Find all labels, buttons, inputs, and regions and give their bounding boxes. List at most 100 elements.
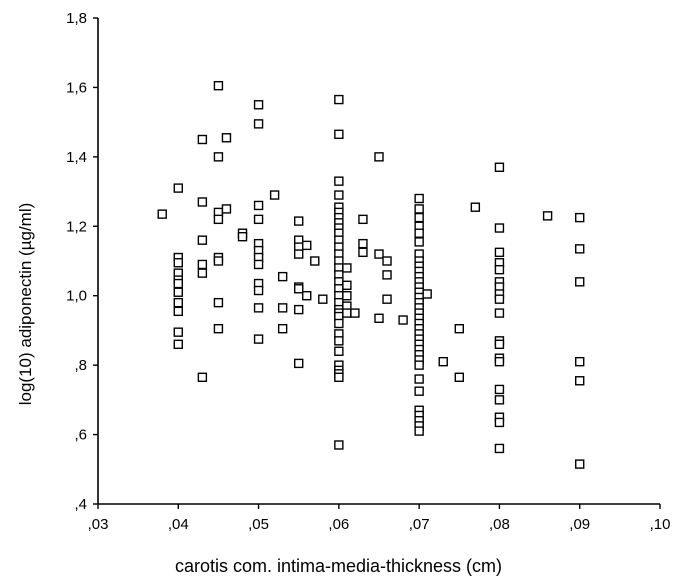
data-point [294, 216, 304, 226]
y-tick-label: ,4 [74, 496, 87, 513]
data-point [334, 94, 344, 105]
data-point [213, 152, 224, 162]
data-point [382, 294, 392, 304]
data-point [253, 285, 264, 296]
data-point [334, 372, 344, 382]
data-point [575, 459, 585, 469]
data-point [197, 372, 208, 382]
data-point [253, 100, 264, 110]
data-point [422, 289, 432, 299]
data-point [438, 356, 448, 367]
data-point [334, 440, 344, 450]
data-point [173, 339, 183, 350]
data-point [358, 247, 368, 258]
data-point [494, 384, 505, 395]
data-point [494, 356, 505, 367]
data-point [302, 291, 312, 301]
data-point [414, 237, 424, 247]
data-point [575, 244, 585, 254]
data-point [414, 374, 424, 384]
x-tick-label: ,09 [569, 516, 590, 533]
data-point [253, 200, 264, 211]
data-point [277, 303, 288, 313]
data-point [454, 372, 464, 382]
x-axis-ticks: ,03 ,04 ,05 ,06 ,07 ,08 ,09 ,10 [88, 504, 671, 533]
data-point [173, 327, 183, 337]
data-point [294, 284, 304, 294]
data-point [494, 247, 505, 258]
data-point [197, 134, 208, 145]
data-point [454, 323, 464, 334]
data-point [374, 249, 384, 259]
data-point [358, 238, 368, 249]
y-tick-label: 1,6 [66, 79, 87, 96]
data-point [350, 308, 360, 318]
data-point [414, 193, 424, 204]
data-point [334, 346, 344, 356]
data-point [342, 263, 352, 273]
data-point [173, 183, 183, 193]
data-point [213, 256, 224, 266]
data-point [382, 270, 392, 280]
data-point [414, 360, 424, 370]
data-point [334, 318, 344, 329]
data-point [414, 426, 424, 436]
data-point [358, 214, 368, 225]
data-point [542, 211, 553, 221]
x-tick-label: ,06 [328, 516, 349, 533]
data-point [334, 336, 344, 346]
data-point [494, 264, 505, 275]
data-point [173, 287, 183, 297]
data-point [470, 202, 481, 212]
data-point [494, 395, 505, 405]
data-point [414, 212, 424, 223]
data-point [494, 443, 505, 454]
data-point [494, 339, 505, 350]
data-point [334, 176, 344, 186]
data-point [334, 190, 344, 200]
data-point [318, 294, 328, 304]
data-point [494, 417, 505, 428]
data-point [173, 306, 183, 317]
data-point [334, 129, 344, 139]
data-point [294, 249, 304, 259]
data-point [157, 209, 167, 219]
x-tick-label: ,08 [489, 516, 510, 533]
data-point [277, 323, 288, 334]
y-tick-label: 1,8 [66, 10, 87, 27]
data-point [237, 231, 248, 242]
data-point [253, 303, 264, 313]
y-tick-label: ,6 [74, 427, 87, 444]
data-point [414, 204, 424, 214]
data-point [173, 297, 183, 308]
data-point [213, 80, 224, 91]
data-point [414, 228, 424, 238]
y-tick-label: ,8 [74, 357, 87, 374]
data-point [173, 278, 183, 289]
data-point [302, 240, 312, 251]
data-point [221, 133, 232, 143]
data-point [213, 214, 224, 225]
data-point [575, 376, 585, 386]
data-point [197, 235, 208, 245]
data-point [342, 291, 352, 301]
x-tick-label: ,05 [248, 516, 269, 533]
data-point [269, 190, 280, 200]
data-point [213, 297, 224, 308]
x-tick-label: ,10 [650, 516, 671, 533]
y-tick-label: 1,4 [66, 149, 87, 166]
data-point [294, 358, 304, 369]
x-tick-label: ,03 [88, 516, 109, 533]
data-point [382, 256, 392, 266]
data-point [575, 212, 585, 223]
data-point [197, 268, 208, 278]
data-point [197, 259, 208, 270]
data-point [197, 197, 208, 207]
data-point [310, 256, 320, 266]
data-point [294, 304, 304, 315]
data-point [342, 280, 352, 290]
data-point [398, 315, 408, 325]
y-axis-ticks: ,4 ,6 ,8 1,0 1,2 1,4 1,6 1,8 [66, 10, 98, 513]
data-point [494, 308, 505, 318]
data-point [221, 204, 232, 214]
